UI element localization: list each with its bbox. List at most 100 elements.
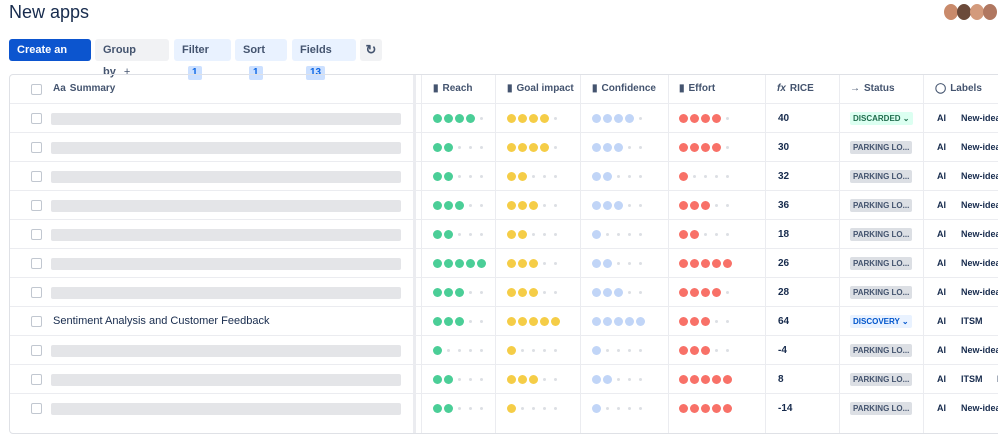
empty-dot (458, 175, 461, 178)
header-text: Summary (69, 83, 116, 94)
empty-dot (543, 349, 546, 352)
rating-dot (592, 288, 601, 297)
status-lozenge[interactable]: DISCOVERY ⌄ (850, 315, 912, 328)
status-lozenge[interactable]: PARKING LO... (850, 402, 913, 415)
rating-dot (603, 288, 612, 297)
rating-dot (507, 230, 516, 239)
empty-dot (480, 146, 483, 149)
row-checkbox[interactable] (31, 200, 42, 211)
rating-dot (433, 346, 442, 355)
rice-value: 26 (778, 258, 790, 269)
rating-dot (433, 375, 442, 384)
rating-dot (690, 375, 699, 384)
empty-dot (726, 204, 729, 207)
sort-button[interactable]: Sort 1 (235, 39, 287, 80)
row-checkbox[interactable] (31, 403, 42, 414)
rating-dot (518, 230, 527, 239)
label-tag: AI (937, 287, 946, 297)
rating-dot (603, 375, 612, 384)
rating-dot (518, 259, 527, 268)
empty-dot (617, 262, 620, 265)
empty-dot (554, 378, 557, 381)
rating-dot (603, 172, 612, 181)
rating-dot (625, 114, 634, 123)
status-lozenge[interactable]: PARKING LO... (850, 373, 913, 386)
status-lozenge[interactable]: PARKING LO... (850, 257, 913, 270)
rating-dot (507, 346, 516, 355)
rating-dot (712, 114, 721, 123)
label-tag: New-idea (961, 258, 998, 268)
rating-dot (529, 201, 538, 210)
rating-dot (529, 259, 538, 268)
status-lozenge[interactable]: DISCARDED ⌄ (850, 112, 913, 125)
rating-dot (507, 114, 516, 123)
reach-rating (433, 375, 493, 384)
col-divider (495, 75, 496, 433)
chevron: ⌄ (899, 317, 909, 326)
status-lozenge[interactable]: PARKING LO... (850, 141, 913, 154)
empty-dot (480, 204, 483, 207)
label-tag: New-idea (961, 229, 998, 239)
refresh-button[interactable]: ↻ (360, 39, 382, 61)
row-checkbox[interactable] (31, 345, 42, 356)
reach-rating (433, 288, 493, 297)
empty-dot (628, 204, 631, 207)
empty-dot (628, 291, 631, 294)
create-button[interactable]: Create an idea (9, 39, 91, 78)
table-row: -14 PARKING LO... AI New-idea (10, 393, 998, 423)
confidence-rating (592, 259, 652, 268)
rating-dot (690, 317, 699, 326)
confidence-rating (592, 317, 652, 326)
rating-dot (518, 172, 527, 181)
col-reach: ▮ Reach (433, 83, 473, 94)
fields-button[interactable]: Fields 13 (292, 39, 356, 80)
confidence-rating (592, 375, 652, 384)
status-lozenge[interactable]: PARKING LO... (850, 228, 913, 241)
avatars[interactable] (944, 4, 998, 22)
summary[interactable]: Sentiment Analysis and Customer Feedback (53, 315, 270, 327)
row-checkbox[interactable] (31, 374, 42, 385)
status-lozenge[interactable]: PARKING LO... (850, 170, 913, 183)
rating-dot (679, 172, 688, 181)
filter-button[interactable]: Filter 1 (174, 39, 231, 80)
row-checkbox[interactable] (31, 287, 42, 298)
empty-dot (469, 407, 472, 410)
rating-dot (507, 172, 516, 181)
rating-dot (592, 317, 601, 326)
row-checkbox[interactable] (31, 258, 42, 269)
group-by-button[interactable]: Group by + (95, 39, 169, 78)
rating-dot (690, 201, 699, 210)
row-checkbox[interactable] (31, 316, 42, 327)
select-all[interactable] (31, 84, 42, 95)
empty-dot (469, 204, 472, 207)
label-tag: AI (937, 200, 946, 210)
reach-rating (433, 230, 493, 239)
status-lozenge[interactable]: PARKING LO... (850, 199, 913, 212)
empty-dot (606, 349, 609, 352)
confidence-rating (592, 230, 652, 239)
goal_impact-rating (507, 114, 567, 123)
reach-rating (433, 404, 493, 413)
rating-dot (603, 143, 612, 152)
row-checkbox[interactable] (31, 142, 42, 153)
row-checkbox[interactable] (31, 113, 42, 124)
row-checkbox[interactable] (31, 171, 42, 182)
rating-dot (723, 259, 732, 268)
rating-dot (701, 317, 710, 326)
col-labels: ◯ Labels (935, 83, 982, 94)
rating-dot (592, 143, 601, 152)
empty-dot (639, 175, 642, 178)
status-lozenge[interactable]: PARKING LO... (850, 344, 913, 357)
row-checkbox[interactable] (31, 229, 42, 240)
label-tag: AI (937, 113, 946, 123)
status-lozenge[interactable]: PARKING LO... (850, 286, 913, 299)
rating-dot (444, 375, 453, 384)
empty-dot (715, 204, 718, 207)
rice-value: 18 (778, 229, 790, 240)
empty-dot (554, 291, 557, 294)
rice-value: 32 (778, 171, 790, 182)
empty-dot (543, 262, 546, 265)
confidence-rating (592, 172, 652, 181)
rating-dot (723, 375, 732, 384)
